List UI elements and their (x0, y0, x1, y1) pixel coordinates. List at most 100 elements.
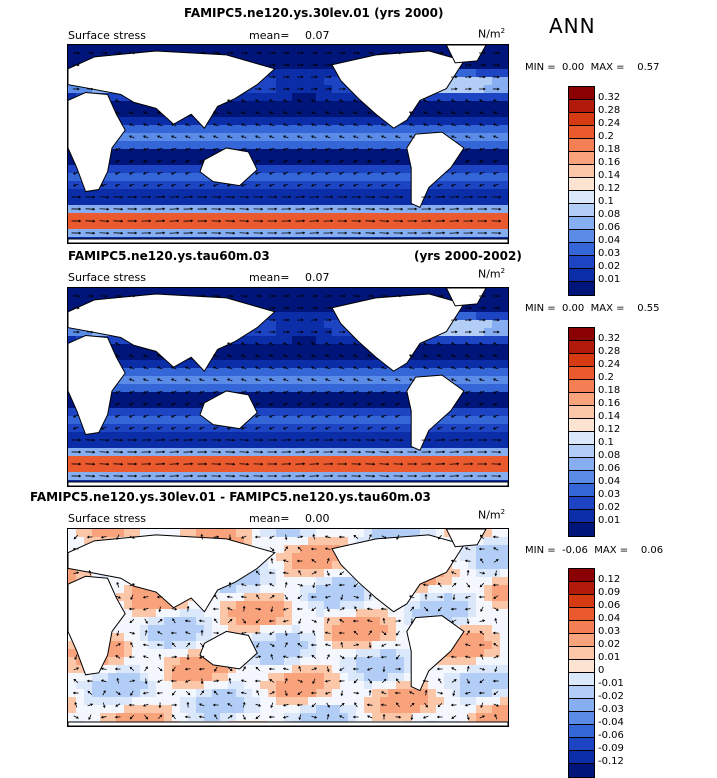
field-cell (356, 392, 364, 400)
field-cell (500, 304, 508, 312)
field-cell (156, 221, 164, 229)
field-cell (188, 157, 196, 165)
field-cell (156, 392, 164, 400)
field-cell (484, 93, 492, 101)
field-cell (460, 408, 468, 416)
season-label: ANN (549, 14, 596, 38)
field-cell (300, 424, 308, 432)
field-cell (116, 432, 124, 440)
field-cell (468, 577, 476, 585)
field-cell (236, 288, 244, 296)
field-cell (132, 213, 140, 221)
colorbar-swatch (569, 393, 594, 406)
field-cell (260, 181, 268, 189)
field-cell (324, 529, 332, 537)
field-cell (244, 617, 252, 625)
field-cell (156, 625, 164, 633)
field-cell (340, 585, 348, 593)
colorbar-swatch (569, 367, 594, 380)
field-cell (220, 593, 228, 601)
field-cell (268, 125, 276, 133)
field-cell (284, 545, 292, 553)
field-cell (268, 456, 276, 464)
field-cell (484, 320, 492, 328)
field-cell (124, 165, 132, 173)
field-cell (188, 464, 196, 472)
field-cell (332, 440, 340, 448)
field-cell (444, 368, 452, 376)
field-cell (252, 456, 260, 464)
field-cell (444, 577, 452, 585)
field-cell (500, 133, 508, 141)
field-cell (468, 189, 476, 197)
field-cell (380, 173, 388, 181)
field-cell (124, 456, 132, 464)
field-cell (188, 376, 196, 384)
field-cell (340, 537, 348, 545)
field-cell (300, 593, 308, 601)
field-cell (380, 213, 388, 221)
field-cell (500, 173, 508, 181)
field-cell (196, 384, 204, 392)
field-cell (132, 368, 140, 376)
field-cell (468, 569, 476, 577)
field-cell (124, 408, 132, 416)
field-cell (260, 149, 268, 157)
field-cell (332, 617, 340, 625)
field-cell (284, 384, 292, 392)
field-cell (268, 440, 276, 448)
field-cell (332, 133, 340, 141)
field-cell (276, 384, 284, 392)
field-cell (356, 408, 364, 416)
field-cell (244, 288, 252, 296)
field-cell (180, 456, 188, 464)
field-cell (340, 368, 348, 376)
field-cell (308, 344, 316, 352)
field-cell (372, 609, 380, 617)
field-cell (252, 141, 260, 149)
field-cell (108, 288, 116, 296)
field-cell (476, 141, 484, 149)
field-cell (180, 221, 188, 229)
field-cell (484, 149, 492, 157)
field-cell (180, 125, 188, 133)
field-cell (436, 344, 444, 352)
field-cell (468, 93, 476, 101)
field-cell (276, 529, 284, 537)
field-cell (292, 344, 300, 352)
field-cell (244, 384, 252, 392)
colorbar-swatch (569, 282, 594, 295)
field-cell (468, 593, 476, 601)
field-cell (68, 165, 76, 173)
field-cell (492, 561, 500, 569)
field-cell (316, 117, 324, 125)
field-cell (340, 577, 348, 585)
field-cell (252, 384, 260, 392)
field-cell (228, 141, 236, 149)
field-cell (284, 221, 292, 229)
field-cell (284, 165, 292, 173)
field-cell (268, 320, 276, 328)
field-cell (204, 625, 212, 633)
field-cell (292, 464, 300, 472)
field-cell (300, 609, 308, 617)
field-cell (132, 400, 140, 408)
field-cell (292, 77, 300, 85)
field-cell (300, 376, 308, 384)
field-cell (380, 125, 388, 133)
field-cell (476, 320, 484, 328)
field-cell (236, 432, 244, 440)
field-cell (492, 440, 500, 448)
field-cell (444, 424, 452, 432)
field-cell (84, 456, 92, 464)
field-cell (436, 93, 444, 101)
field-cell (244, 109, 252, 117)
field-cell (460, 464, 468, 472)
colorbar-swatch (569, 445, 594, 458)
field-cell (308, 141, 316, 149)
field-cell (292, 165, 300, 173)
field-cell (308, 408, 316, 416)
field-cell (452, 432, 460, 440)
field-cell (340, 125, 348, 133)
field-cell (388, 408, 396, 416)
